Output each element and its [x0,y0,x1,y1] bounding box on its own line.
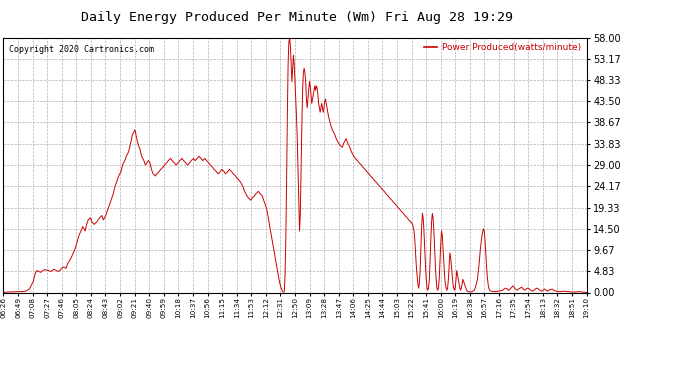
Text: Daily Energy Produced Per Minute (Wm) Fri Aug 28 19:29: Daily Energy Produced Per Minute (Wm) Fr… [81,11,513,24]
Text: Copyright 2020 Cartronics.com: Copyright 2020 Cartronics.com [9,45,155,54]
Legend: Power Produced(watts/minute): Power Produced(watts/minute) [420,39,584,56]
